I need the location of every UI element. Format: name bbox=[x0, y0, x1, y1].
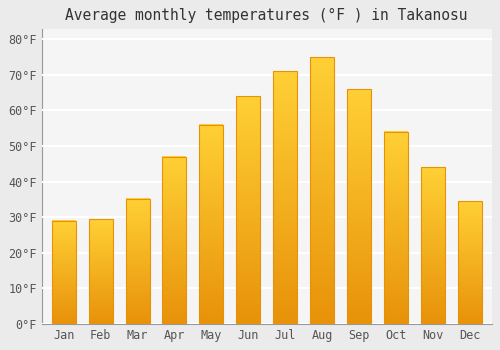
Bar bbox=[310, 57, 334, 324]
Bar bbox=[88, 219, 112, 324]
Bar bbox=[273, 71, 297, 324]
Bar bbox=[200, 125, 224, 324]
Bar bbox=[347, 89, 371, 324]
Bar bbox=[236, 96, 260, 324]
Bar bbox=[162, 157, 186, 324]
Bar bbox=[126, 199, 150, 324]
Bar bbox=[384, 132, 408, 324]
Title: Average monthly temperatures (°F ) in Takanosu: Average monthly temperatures (°F ) in Ta… bbox=[66, 8, 468, 23]
Bar bbox=[420, 167, 444, 324]
Bar bbox=[52, 221, 76, 324]
Bar bbox=[458, 201, 481, 324]
